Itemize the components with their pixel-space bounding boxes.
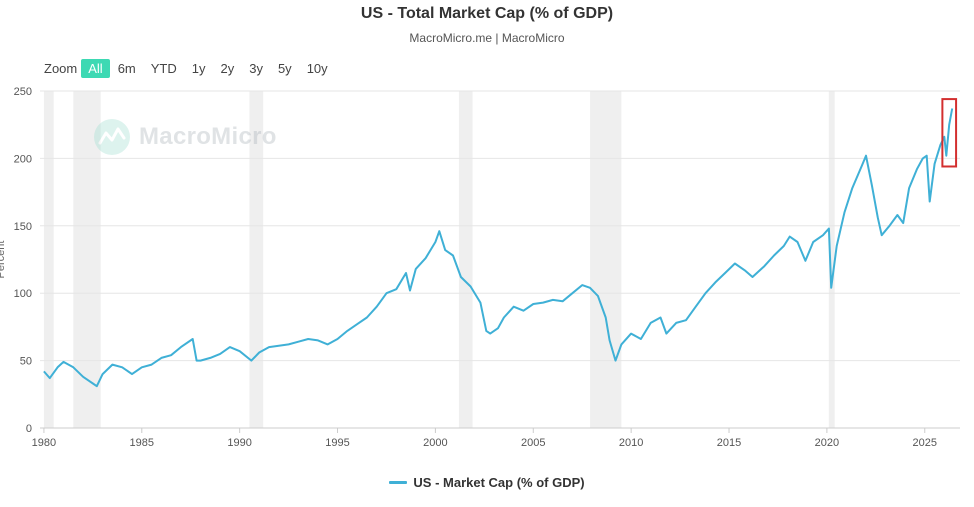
y-tick-label: 50 bbox=[20, 356, 32, 368]
zoom-10y-button[interactable]: 10y bbox=[306, 60, 328, 76]
highlight-box bbox=[941, 98, 958, 168]
zoom-2y-button[interactable]: 2y bbox=[220, 60, 235, 76]
chart-subtitle: MacroMicro.me | MacroMicro bbox=[409, 31, 565, 45]
y-tick-label: 250 bbox=[14, 86, 32, 98]
x-tick-label: 2020 bbox=[815, 437, 839, 449]
y-tick-label: 100 bbox=[14, 288, 32, 300]
recession-band bbox=[458, 91, 473, 428]
series-line bbox=[43, 108, 954, 388]
zoom-5y-button[interactable]: 5y bbox=[277, 60, 292, 76]
recession-band bbox=[828, 91, 835, 428]
watermark-text: MacroMicro bbox=[139, 123, 277, 150]
legend-line-swatch bbox=[389, 481, 408, 484]
zoom-label: Zoom bbox=[44, 60, 78, 76]
chart-title: US - Total Market Cap (% of GDP) bbox=[360, 5, 614, 22]
zoom-6m-button[interactable]: 6m bbox=[117, 60, 136, 76]
y-tick-label: 200 bbox=[14, 153, 32, 165]
x-tick-label: 2010 bbox=[619, 437, 643, 449]
zoom-ytd-button[interactable]: YTD bbox=[150, 60, 177, 76]
x-tick-label: 1990 bbox=[227, 437, 251, 449]
x-tick-label: 2015 bbox=[717, 437, 741, 449]
y-axis-label: Percent bbox=[0, 241, 7, 279]
x-tick-label: 2005 bbox=[521, 437, 545, 449]
x-tick-label: 2025 bbox=[913, 437, 937, 449]
watermark: MacroMicro bbox=[93, 118, 277, 156]
legend-series-label: US - Market Cap (% of GDP) bbox=[413, 475, 585, 490]
zoom-1y-button[interactable]: 1y bbox=[191, 60, 206, 76]
zoom-bar: Zoom All 6m YTD 1y 2y 3y 5y 10y bbox=[44, 58, 336, 78]
legend[interactable]: US - Market Cap (% of GDP) bbox=[0, 475, 974, 490]
recession-band bbox=[43, 91, 54, 428]
chart-plot: 0 50 100 150 200 250 1980 1985 1990 1995 2000 2005 2… bbox=[0, 86, 960, 449]
macromicro-logo-icon bbox=[94, 119, 130, 155]
x-tick-label: 1980 bbox=[32, 437, 56, 449]
x-tick-label: 1995 bbox=[325, 437, 349, 449]
y-tick-label: 0 bbox=[26, 423, 32, 435]
y-tick-label: 150 bbox=[14, 221, 32, 233]
recession-band bbox=[249, 91, 264, 428]
x-tick-label: 1985 bbox=[130, 437, 154, 449]
zoom-all-button[interactable]: All bbox=[81, 58, 110, 78]
x-tick-label: 2000 bbox=[423, 437, 447, 449]
recession-band bbox=[590, 91, 622, 428]
zoom-3y-button[interactable]: 3y bbox=[249, 60, 263, 76]
